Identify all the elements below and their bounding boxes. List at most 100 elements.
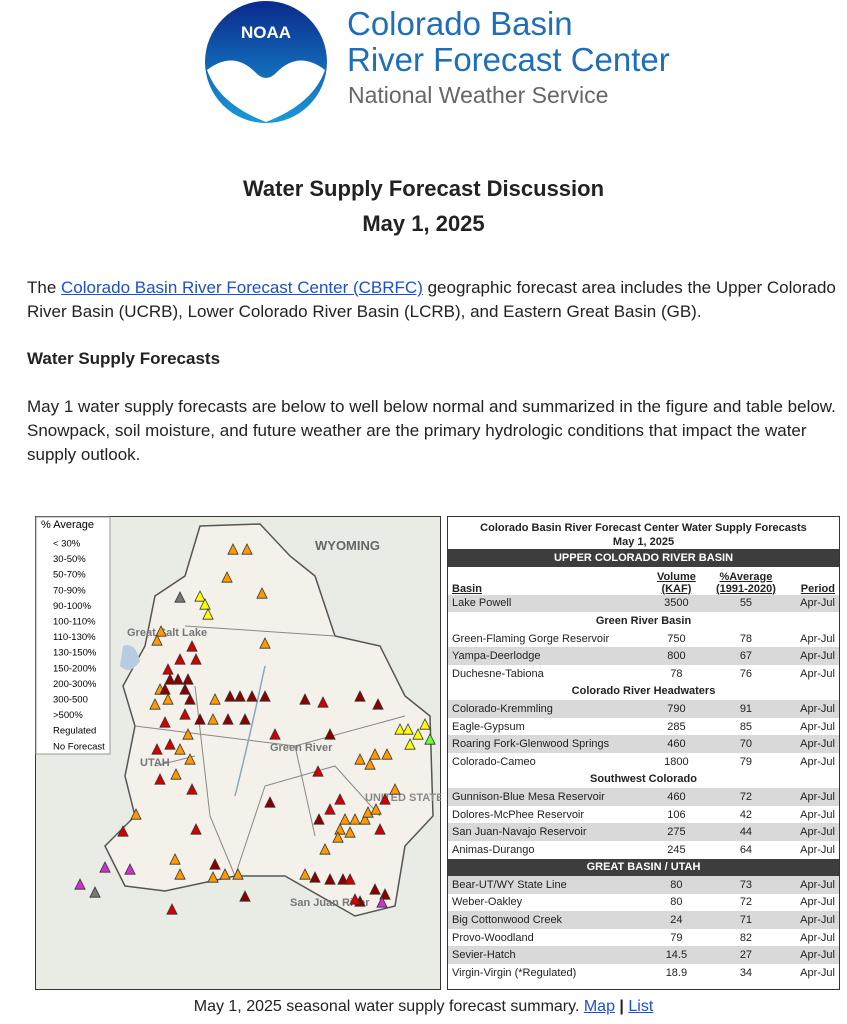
link[interactable]: Map (583, 998, 615, 1015)
forecast-point (313, 813, 325, 825)
cell: Gunnison-Blue Mesa Reservoir (448, 788, 648, 806)
forecast-point (170, 768, 182, 780)
cell: 73 (704, 876, 788, 894)
forecast-point (182, 728, 194, 740)
logo-text: NOAA (241, 23, 291, 42)
column-label: (1991-2020) (715, 582, 776, 595)
forecast-point (184, 753, 196, 765)
forecast-point (354, 753, 366, 765)
forecast-point (369, 748, 381, 760)
forecast-point (256, 587, 268, 599)
legend-label: 110-130% (53, 632, 96, 643)
cell: 27 (704, 946, 788, 965)
cell: 70 (704, 735, 788, 753)
forecast-point (241, 543, 253, 555)
forecast-point (334, 823, 346, 835)
cell: Big Cottonwood Creek (448, 911, 648, 929)
cell: Duchesne-Tabiona (452, 667, 544, 680)
logo-bird (207, 60, 325, 122)
cell: Green River Basin (448, 612, 839, 630)
forecast-point (164, 738, 176, 750)
table-row: Roaring Fork-Glenwood Springs 460 70 Apr-Ju… (448, 735, 839, 753)
cell: Apr-Jul (800, 966, 835, 979)
forecast-point (364, 758, 376, 770)
forecast-point (174, 653, 186, 665)
cell: Volume (KAF) (648, 567, 705, 595)
cell: Bear-UT/WY State Line (448, 876, 648, 894)
forecast-point (232, 868, 244, 880)
cell: %Average (1991-2020) (705, 567, 787, 595)
forecast-point (334, 793, 346, 805)
forecast-point (299, 868, 311, 880)
forecast-point (339, 813, 351, 825)
table-row: Provo-Woodland 79 82 Apr-Jul (448, 929, 839, 947)
cell: Colorado River Headwaters (448, 682, 839, 701)
forecast-point (412, 728, 424, 740)
forecast-point (324, 803, 336, 815)
forecast-point (154, 773, 166, 785)
forecast-point (209, 858, 221, 870)
forecast-point (207, 871, 219, 883)
forecast-table: Colorado Basin River Forecast Center Wat… (448, 517, 839, 982)
forecast-point (162, 693, 174, 705)
cell: 106 (667, 808, 686, 821)
forecast-point (209, 693, 221, 705)
cell: Apr-Jul (787, 823, 839, 841)
forecast-point (246, 690, 258, 702)
table-row: Big Cottonwood Creek 24 71 Apr-Jul (448, 911, 839, 929)
forecast-point (299, 693, 311, 705)
forecast-point (269, 728, 281, 740)
cell: 79 (739, 755, 753, 768)
cell: GREAT BASIN / UTAH (448, 858, 839, 877)
cell: 800 (648, 647, 705, 665)
cell: Colorado Basin River Forecast Center Wat… (480, 522, 807, 534)
forecast-point (186, 783, 198, 795)
table-row: Bear-UT/WY State Line 80 73 Apr-Jul (448, 876, 839, 894)
forecast-point (349, 893, 361, 905)
legend-title: % Average (41, 519, 94, 531)
forecast-point (202, 608, 214, 620)
column-label: %Average (719, 570, 773, 583)
cell: 82 (739, 931, 753, 944)
forecast-point (179, 683, 191, 695)
cell: Basin (448, 567, 648, 595)
forecast-point (172, 673, 184, 685)
legend-box (35, 516, 111, 755)
legend-label: 200-300% (53, 679, 97, 690)
legend: % Average < 30% 30-50% 50-70% 70-90% 90-100% 1… (35, 516, 111, 755)
cell: 285 (667, 720, 686, 733)
forecast-point (324, 728, 336, 740)
page-date: May 1, 2025 (362, 211, 485, 236)
forecast-point (362, 806, 374, 818)
cell: Apr-Jul (800, 896, 835, 909)
cell: Apr-Jul (800, 931, 835, 944)
cell: UPPER COLORADO RIVER BASIN (448, 549, 839, 567)
forecast-point (169, 853, 181, 865)
forecast-point (174, 868, 186, 880)
forecast-point (379, 793, 391, 805)
section-heading: Water Supply Forecasts (27, 349, 221, 368)
forecast-point (324, 873, 336, 885)
table-row: Weber-Oakley 80 72 Apr-Jul (448, 894, 839, 912)
forecast-point (354, 690, 366, 702)
table-date: May 1, 2025 (448, 535, 839, 549)
link[interactable]: List (628, 998, 654, 1015)
table-row: Gunnison-Blue Mesa Reservoir 460 72 Apr-Jul (448, 788, 839, 806)
column-label: Basin (452, 582, 482, 595)
forecast-point (374, 823, 386, 835)
cell: Southwest Colorado (448, 770, 839, 789)
forecast-point (207, 713, 219, 725)
legend-label: Regulated (53, 726, 96, 737)
forecast-point (317, 696, 329, 708)
forecast-table-box: Colorado Basin River Forecast Center Wat… (447, 516, 840, 990)
table-row: San Juan-Navajo Reservoir 275 44 Apr-Jul (448, 823, 839, 841)
cell: Apr-Jul (800, 632, 835, 645)
forecast-point (404, 738, 416, 750)
legend-label: 30-50% (53, 554, 86, 565)
cell: Virgin-Virgin (*Regulated) (452, 966, 577, 979)
link[interactable]: Colorado Basin River Forecast Center (CB… (61, 278, 423, 297)
cell: Eagle-Gypsum (452, 720, 525, 733)
org-subtitle: National Weather Service (348, 82, 609, 108)
cell: Weber-Oakley (452, 896, 523, 909)
cell: 78 (739, 632, 753, 645)
